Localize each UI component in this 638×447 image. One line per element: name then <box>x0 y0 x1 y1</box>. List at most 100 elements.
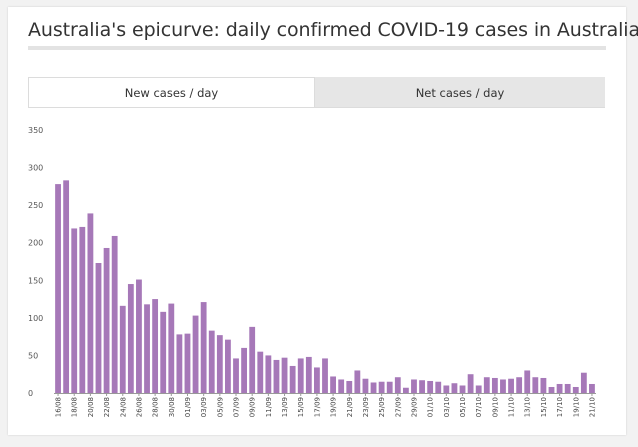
bar-16-09[interactable] <box>305 356 312 393</box>
bar-13-09[interactable] <box>281 357 288 393</box>
bar-09-09[interactable] <box>249 326 256 393</box>
y-tick-label: 150 <box>28 276 43 285</box>
bar-07-10[interactable] <box>475 385 482 393</box>
x-tick-label: 21/10 <box>588 397 596 417</box>
bar-28-08[interactable] <box>152 299 159 393</box>
x-tick-label: 17/09 <box>313 397 321 417</box>
bar-05-09[interactable] <box>216 335 223 393</box>
bar-11-09[interactable] <box>265 355 272 393</box>
bar-14-10[interactable] <box>532 377 539 393</box>
bar-29-09[interactable] <box>411 379 417 393</box>
bar-27-09[interactable] <box>394 377 401 393</box>
bar-26-08[interactable] <box>136 279 142 393</box>
bar-18-09[interactable] <box>322 358 328 393</box>
bar-18-10[interactable] <box>564 383 571 393</box>
x-tick-label: 20/08 <box>87 397 95 417</box>
x-tick-label: 30/08 <box>168 397 176 417</box>
bar-23-08[interactable] <box>111 235 118 393</box>
bar-15-09[interactable] <box>297 358 304 393</box>
x-tick-label: 19/10 <box>572 397 580 417</box>
bar-10-10[interactable] <box>500 379 506 393</box>
bar-20-09[interactable] <box>338 379 345 393</box>
bar-13-10[interactable] <box>524 370 531 393</box>
bar-06-09[interactable] <box>225 339 231 393</box>
x-tick-label: 11/09 <box>265 397 273 417</box>
bar-01-09[interactable] <box>184 333 191 393</box>
y-tick-label: 100 <box>28 314 43 323</box>
bar-03-10[interactable] <box>443 385 450 393</box>
bar-21-10[interactable] <box>589 383 595 393</box>
tab-net-cases-per-day[interactable]: Net cases / day <box>315 77 605 108</box>
x-tick-label: 03/09 <box>200 397 208 417</box>
x-tick-label: 17/10 <box>556 397 564 417</box>
bar-27-08[interactable] <box>144 304 150 393</box>
x-tick-label: 05/10 <box>459 397 467 417</box>
x-tick-label: 16/08 <box>55 397 63 417</box>
bar-22-08[interactable] <box>103 247 110 393</box>
bar-20-08[interactable] <box>87 213 94 393</box>
x-tick-label: 28/08 <box>152 397 160 417</box>
bar-12-09[interactable] <box>273 359 280 393</box>
bar-06-10[interactable] <box>467 374 474 393</box>
tab-new-cases-per-day[interactable]: New cases / day <box>28 77 315 108</box>
bar-29-08[interactable] <box>160 311 167 393</box>
bar-20-10[interactable] <box>580 372 587 393</box>
bar-19-08[interactable] <box>79 226 86 393</box>
bar-02-09[interactable] <box>192 315 199 393</box>
bar-05-10[interactable] <box>459 385 466 393</box>
bar-17-10[interactable] <box>556 383 563 393</box>
bar-19-10[interactable] <box>572 386 579 393</box>
bar-31-08[interactable] <box>176 334 183 393</box>
bar-01-10[interactable] <box>427 380 434 393</box>
x-axis: 16/08 18/08 20/08 22/08 24/08 26/08 28/08 30/08… <box>54 393 596 417</box>
bar-21-09[interactable] <box>346 380 353 393</box>
bar-19-09[interactable] <box>330 376 336 393</box>
bar-09-10[interactable] <box>491 377 498 393</box>
bar-24-08[interactable] <box>119 305 126 393</box>
bar-04-10[interactable] <box>451 383 458 393</box>
y-tick-label: 300 <box>28 164 43 173</box>
bar-16-10[interactable] <box>548 386 555 393</box>
bar-30-08[interactable] <box>168 303 175 393</box>
bar-23-09[interactable] <box>362 378 369 393</box>
bar-28-09[interactable] <box>402 387 409 393</box>
bar-17-08[interactable] <box>63 180 70 393</box>
title-divider <box>28 46 606 50</box>
bar-08-09[interactable] <box>241 347 248 393</box>
bar-18-08[interactable] <box>71 228 78 393</box>
bar-11-10[interactable] <box>508 378 514 393</box>
bar-16-08[interactable] <box>55 184 61 393</box>
bar-10-09[interactable] <box>257 351 264 393</box>
bar-30-09[interactable] <box>419 380 425 393</box>
page-title: Australia's epicurve: daily confirmed CO… <box>28 19 638 41</box>
bar-25-09[interactable] <box>378 381 385 393</box>
x-tick-label: 09/10 <box>491 397 499 417</box>
bar-21-08[interactable] <box>95 263 102 393</box>
bar-12-10[interactable] <box>516 377 523 393</box>
x-tick-label: 26/08 <box>135 397 143 417</box>
bar-26-09[interactable] <box>386 381 393 393</box>
bar-22-09[interactable] <box>354 370 361 393</box>
bar-25-08[interactable] <box>127 284 134 393</box>
y-tick-label: 50 <box>28 351 38 360</box>
x-tick-label: 24/08 <box>119 397 127 417</box>
bar-08-10[interactable] <box>483 377 490 393</box>
bar-24-09[interactable] <box>370 382 377 393</box>
x-tick-label: 07/10 <box>475 397 483 417</box>
bar-17-09[interactable] <box>314 367 320 393</box>
x-tick-label: 18/08 <box>71 397 79 417</box>
bar-07-09[interactable] <box>233 358 239 393</box>
bar-14-09[interactable] <box>289 365 296 393</box>
y-tick-label: 200 <box>28 239 43 248</box>
bar-15-10[interactable] <box>540 377 547 393</box>
bar-02-10[interactable] <box>435 381 442 393</box>
x-tick-label: 29/09 <box>410 397 418 417</box>
chart-card: Australia's epicurve: daily confirmed CO… <box>8 7 638 435</box>
bar-03-09[interactable] <box>200 302 207 393</box>
bar-04-09[interactable] <box>208 330 215 393</box>
x-tick-label: 22/08 <box>103 397 111 417</box>
y-tick-label: 250 <box>28 201 43 210</box>
x-tick-label: 21/09 <box>346 397 354 417</box>
y-tick-label: 350 <box>28 126 43 135</box>
epicurve-bar-chart: 0 50 100 150 200 250 300 350 16/08 18/08 20/08 22/… <box>28 126 596 417</box>
